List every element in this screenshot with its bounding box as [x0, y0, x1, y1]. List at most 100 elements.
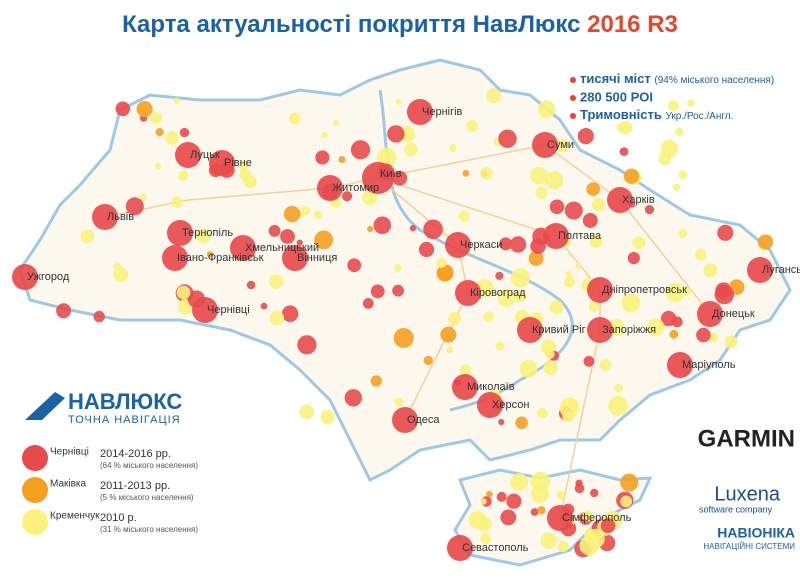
settlement-marker: [283, 205, 301, 223]
city-label: Тернопіль: [182, 227, 233, 239]
settlement-marker: [387, 125, 405, 143]
settlement-marker: [509, 236, 527, 253]
city-marker: [12, 264, 38, 290]
settlement-marker: [136, 101, 153, 118]
settlement-marker: [582, 213, 598, 228]
legend-swatch: [22, 445, 48, 471]
settlement-marker: [687, 99, 695, 107]
settlement-marker: [280, 229, 295, 244]
city-label: Кривий Ріг: [532, 324, 586, 336]
settlement-marker: [678, 228, 688, 238]
city-label: Ужгород: [27, 271, 70, 283]
settlement-marker: [93, 310, 105, 323]
city-label: Львів: [107, 211, 134, 223]
settlement-marker: [717, 224, 734, 241]
city-label: Кіровоград: [470, 287, 526, 299]
city-labels: Луцьк Рівне Львів Тернопіль Хмельницький Жито…: [27, 106, 800, 554]
settlement-marker: [269, 310, 285, 326]
settlement-marker: [393, 328, 414, 348]
settlement-marker: [165, 131, 180, 146]
city-label: Чернігів: [422, 106, 463, 118]
settlement-marker: [544, 349, 555, 359]
city-label: Рівне: [224, 157, 252, 169]
settlement-marker: [555, 139, 570, 153]
settlement-marker: [409, 225, 417, 232]
brand-tagline: ТОЧНА НАВІГАЦІЯ: [68, 414, 181, 426]
legend-swatch: [22, 477, 48, 503]
settlement-marker: [510, 268, 530, 288]
settlement-marker: [620, 473, 639, 492]
settlement-marker: [588, 301, 600, 312]
settlement-marker: [506, 493, 522, 509]
settlement-marker: [696, 327, 711, 343]
settlement-marker: [196, 228, 212, 244]
settlement-marker: [480, 167, 493, 180]
title-release: R3: [647, 11, 678, 38]
partners: GARMIN Luxena software company НАВІОНІКА…: [698, 425, 796, 551]
logo-mark: [25, 392, 65, 420]
settlement-marker: [320, 409, 335, 425]
settlement-marker: [338, 156, 346, 163]
settlement-marker: [125, 197, 144, 216]
settlement-marker: [486, 490, 493, 498]
settlement-marker: [321, 131, 328, 139]
city-marker: [92, 204, 118, 230]
settlement-marker: [362, 298, 374, 309]
settlement-marker: [695, 249, 707, 261]
legend-example: Кременчук: [50, 511, 100, 522]
settlement-marker: [623, 168, 640, 184]
city-marker: [230, 235, 256, 261]
city-label: Миколаїв: [467, 381, 515, 393]
settlement-marker: [468, 510, 487, 529]
rivers: [378, 89, 574, 412]
settlement-marker: [350, 140, 371, 160]
settlement-marker: [342, 191, 353, 202]
settlement-marker: [370, 284, 385, 299]
city-marker: [517, 317, 543, 343]
settlement-marker: [155, 128, 164, 137]
settlement-marker: [549, 300, 564, 315]
settlement-marker: [404, 142, 418, 157]
settlement-marker: [243, 175, 257, 189]
dnipro-river: [378, 89, 574, 412]
settlement-marker: [618, 120, 633, 135]
city-label: Черкаси: [460, 239, 502, 251]
settlement-marker: [313, 210, 323, 220]
settlement-marker: [599, 359, 612, 371]
highlight-text: 280 500 POI: [580, 89, 653, 104]
title-version: 2016: [587, 11, 640, 38]
settlement-marker: [344, 389, 362, 407]
luxena-logo: Luxena: [714, 483, 780, 505]
highlight: Тримовність Укр./Рос./Англ.: [580, 107, 733, 122]
city-marker: [162, 245, 188, 271]
legend-swatch: [22, 509, 48, 535]
settlement-marker: [549, 199, 565, 215]
highlight-text: тисячі міст: [580, 71, 651, 86]
settlement-marker: [535, 186, 548, 199]
bullet: [570, 95, 576, 101]
settlement-marker: [373, 216, 392, 235]
settlement-marker: [462, 169, 470, 177]
settlement-marker: [56, 303, 72, 319]
settlement-marker: [714, 284, 734, 305]
settlement-marker: [314, 230, 334, 250]
settlement-marker: [138, 193, 147, 202]
city-label: Чернівці: [207, 304, 250, 316]
settlement-marker: [268, 225, 281, 237]
settlement-marker: [496, 491, 507, 502]
settlement-marker: [483, 311, 495, 322]
settlement-marker: [669, 329, 679, 339]
settlement-marker: [288, 112, 301, 125]
settlement-marker: [154, 163, 162, 170]
navionika-logo: НАВІОНІКА: [717, 525, 795, 541]
settlement-marker: [620, 495, 633, 508]
settlement-marker: [437, 264, 454, 281]
legend-example: Маківка: [50, 479, 87, 490]
settlement-marker: [466, 120, 479, 132]
city-label: Харків: [622, 194, 655, 206]
settlement-marker: [436, 257, 447, 269]
garmin-logo: GARMIN: [698, 425, 795, 452]
road: [377, 177, 469, 421]
city-marker: [747, 257, 773, 283]
